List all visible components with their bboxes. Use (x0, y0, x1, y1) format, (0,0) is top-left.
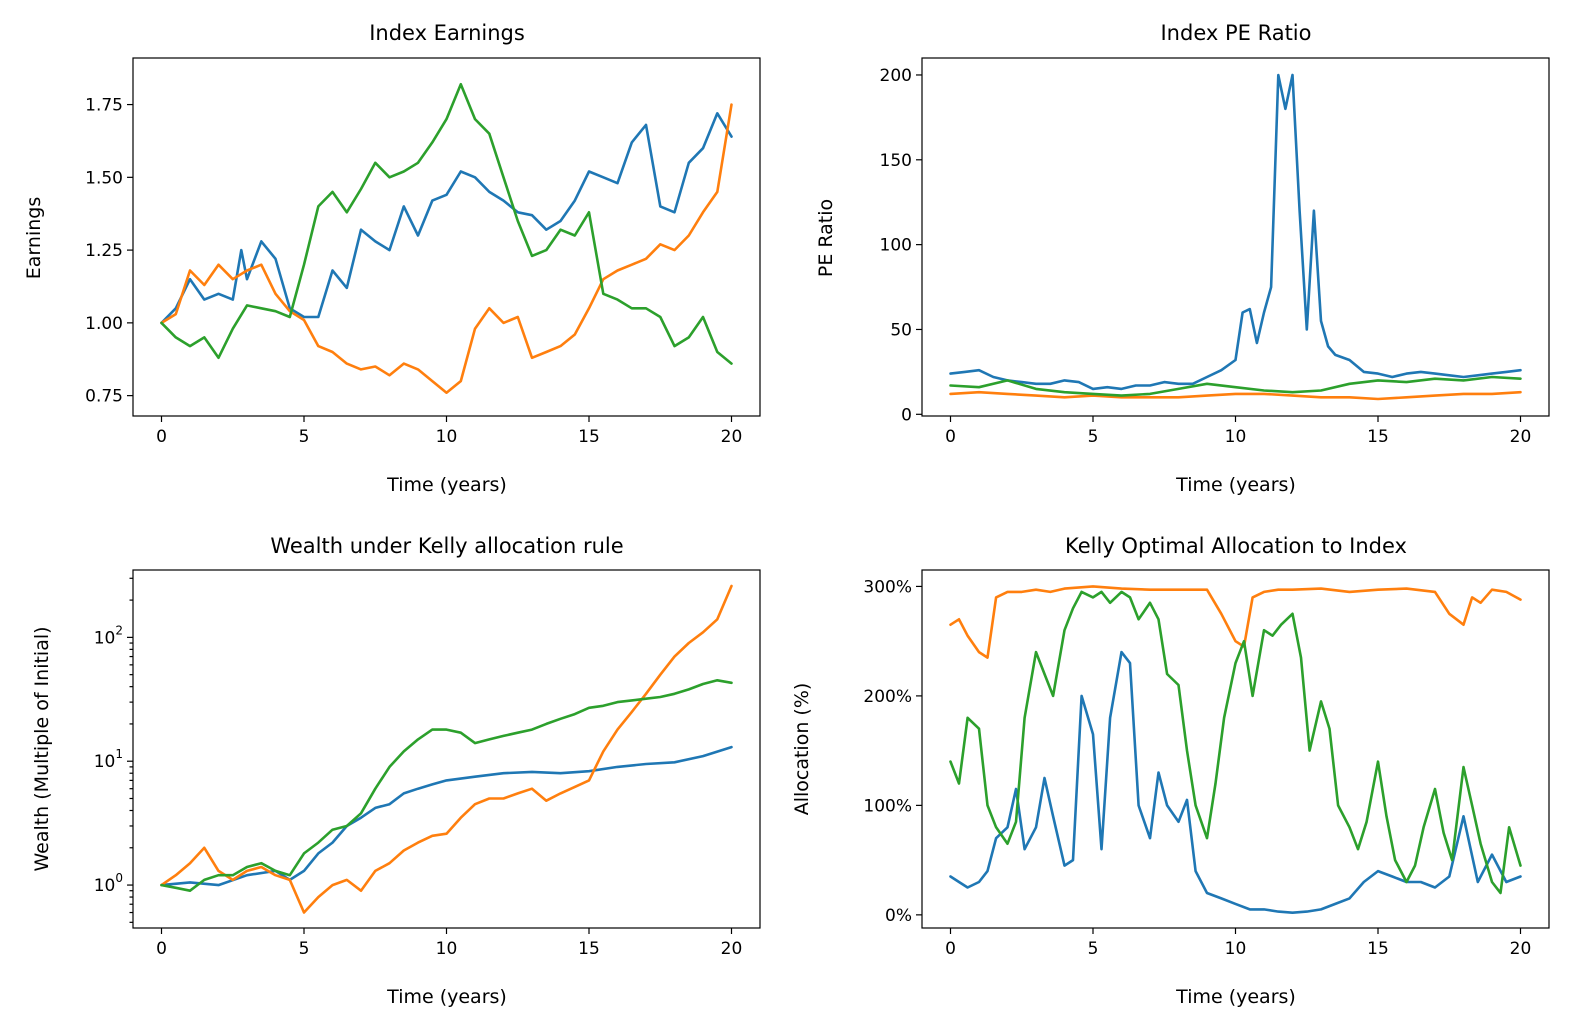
series-line-3 (949, 375, 1522, 397)
panel-wealth-kelly: Wealth under Kelly allocation rule Time … (31, 534, 761, 1008)
series-line-1 (160, 112, 733, 325)
y-tick-label: 100 (880, 236, 912, 256)
x-tick-label: 20 (1510, 427, 1532, 447)
series-line-1 (949, 650, 1522, 915)
y-axis-label: PE Ratio (815, 199, 837, 277)
x-tick-label: 5 (1088, 939, 1099, 959)
y-tick-label: 0% (885, 906, 912, 926)
x-tick-label: 20 (1510, 939, 1532, 959)
x-tick-label: 5 (299, 427, 310, 447)
y-tick-label: 102 (94, 623, 123, 648)
axis-ticks: 0 5 10 15 200%100%200%300% (863, 577, 1531, 959)
x-tick-label: 10 (436, 427, 458, 447)
plot-frame (132, 57, 761, 417)
series-line-2 (160, 584, 733, 914)
panel-kelly-allocation: Kelly Optimal Allocation to Index Time (… (791, 534, 1550, 1008)
plot-frame (921, 569, 1550, 929)
panel-title: Index Earnings (369, 21, 525, 45)
plot-lines (160, 82, 733, 395)
x-tick-label: 0 (156, 939, 167, 959)
x-axis-label: Time (years) (386, 474, 507, 496)
panel-index-earnings: Index Earnings Time (years) Earnings 0 5 1… (23, 21, 761, 496)
x-tick-label: 20 (721, 939, 743, 959)
y-tick-label: 150 (880, 151, 912, 171)
series-line-2 (160, 103, 733, 395)
panel-title: Index PE Ratio (1160, 21, 1311, 45)
x-tick-label: 10 (436, 939, 458, 959)
x-tick-label: 15 (1367, 939, 1389, 959)
x-tick-label: 0 (945, 939, 956, 959)
y-tick-label: 0 (901, 405, 912, 425)
y-tick-label: 300% (863, 577, 912, 597)
x-tick-label: 10 (1225, 939, 1247, 959)
y-tick-label: 50 (890, 320, 912, 340)
plot-lines (949, 73, 1522, 401)
x-tick-label: 5 (299, 939, 310, 959)
y-axis-label: Allocation (%) (791, 683, 813, 816)
x-axis-label: Time (years) (1175, 986, 1296, 1008)
axis-ticks: 0 5 10 15 20 0.75 1.00 1.25 1.50 1.75 (85, 96, 742, 447)
panel-title: Wealth under Kelly allocation rule (270, 534, 623, 558)
series-line-2 (949, 585, 1522, 659)
y-tick-label: 100 (94, 871, 123, 896)
panel-index-pe-ratio: Index PE Ratio Time (years) PE Ratio 0 5 1… (815, 21, 1550, 496)
series-line-1 (160, 745, 733, 887)
panel-title: Kelly Optimal Allocation to Index (1065, 534, 1407, 558)
plot-lines (160, 584, 733, 914)
x-tick-label: 0 (945, 427, 956, 447)
x-axis-label: Time (years) (386, 986, 507, 1008)
series-line-3 (160, 678, 733, 893)
x-tick-label: 15 (578, 427, 600, 447)
y-tick-label: 200% (863, 687, 912, 707)
y-tick-label: 1.00 (85, 314, 123, 334)
axis-ticks: 0 5 10 15 20 100 101 102 (94, 577, 743, 959)
x-tick-label: 0 (156, 427, 167, 447)
series-line-3 (949, 590, 1522, 895)
y-tick-label: 1.25 (85, 241, 123, 261)
y-axis-label: Wealth (Multiple of Initial) (31, 626, 53, 871)
y-tick-label: 0.75 (85, 387, 123, 407)
x-tick-label: 15 (1367, 427, 1389, 447)
x-tick-label: 15 (578, 939, 600, 959)
x-axis-label: Time (years) (1175, 474, 1296, 496)
plot-frame (132, 569, 761, 929)
y-tick-label: 100% (863, 796, 912, 816)
x-tick-label: 5 (1088, 427, 1099, 447)
y-axis-label: Earnings (23, 197, 45, 279)
x-tick-label: 10 (1225, 427, 1247, 447)
series-line-3 (160, 82, 733, 365)
y-tick-label: 101 (94, 747, 123, 772)
y-tick-label: 1.50 (85, 168, 123, 188)
series-line-1 (949, 73, 1522, 391)
x-tick-label: 20 (721, 427, 743, 447)
plot-lines (949, 585, 1522, 915)
y-tick-label: 200 (880, 66, 912, 86)
series-line-2 (949, 390, 1522, 401)
plot-frame (921, 57, 1550, 417)
y-tick-label: 1.75 (85, 96, 123, 116)
